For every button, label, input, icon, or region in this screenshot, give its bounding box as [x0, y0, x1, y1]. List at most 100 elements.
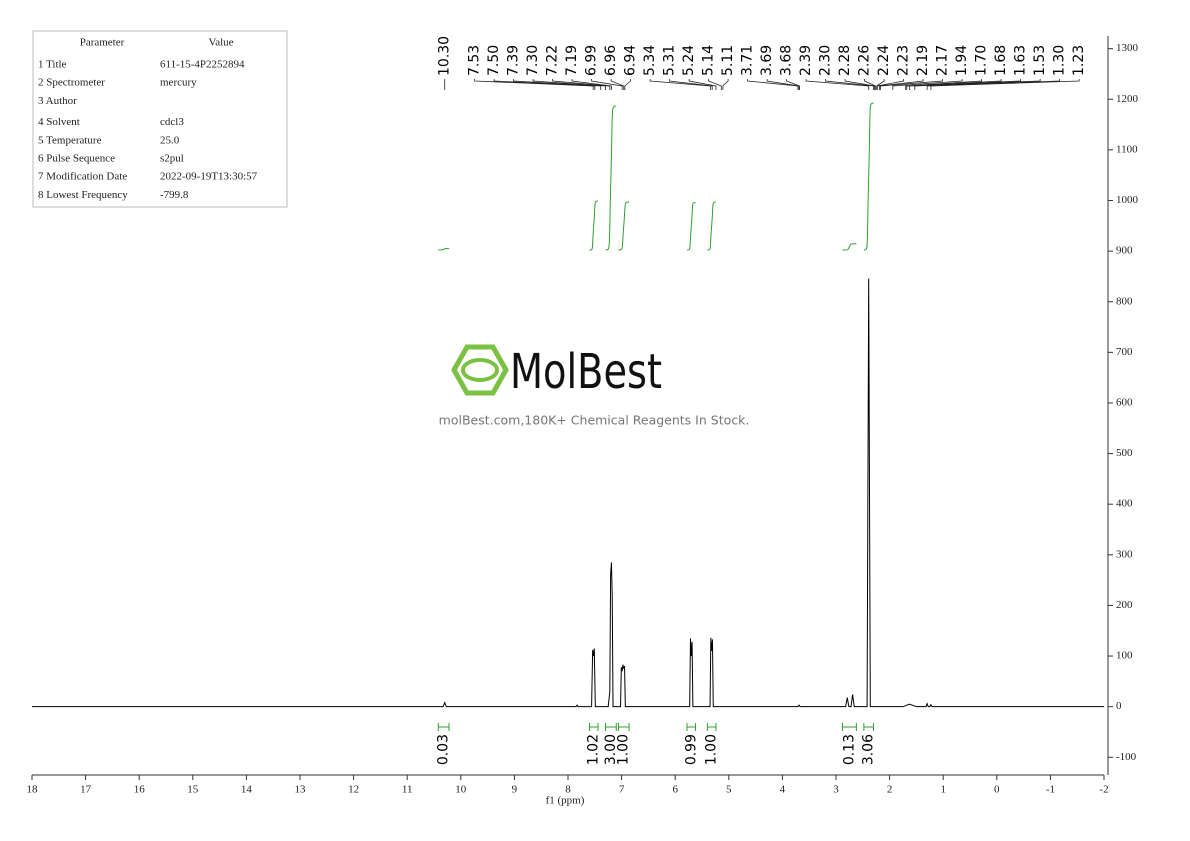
peak-connector	[876, 79, 885, 90]
x-axis-label: f1 (ppm)	[546, 795, 585, 807]
peak-connector	[905, 79, 983, 90]
logo-hexagon	[451, 344, 509, 396]
integral-curve	[863, 102, 874, 251]
x-tick-label: 11	[402, 784, 413, 796]
table-header: Parameter	[80, 37, 125, 49]
peak-connector	[649, 79, 711, 90]
x-tick-label: 5	[726, 784, 732, 796]
peak-label: 2.39	[798, 45, 814, 76]
param-value: -799.8	[160, 189, 189, 201]
peak-label: 5.11	[720, 45, 736, 76]
peak-label: 2.17	[935, 45, 951, 76]
peak-label: 2.26	[857, 45, 873, 76]
param-name: 5 Temperature	[38, 134, 102, 146]
peak-label: 5.24	[681, 45, 697, 76]
y-tick-label: 800	[1116, 295, 1133, 307]
peak-label: 2.23	[896, 45, 912, 76]
x-tick-label: 0	[994, 784, 1000, 796]
integral-bracket	[588, 723, 599, 731]
peak-connector	[708, 79, 722, 90]
param-value: mercury	[160, 77, 197, 89]
peak-label: 7.39	[506, 45, 522, 76]
logo-ring	[461, 358, 499, 382]
peak-label: 5.34	[642, 45, 658, 76]
integral-curve	[605, 105, 617, 251]
x-tick-label: 17	[80, 784, 92, 796]
peak-label: 6.94	[623, 45, 639, 76]
peak-label: 2.30	[818, 45, 834, 76]
peak-connector	[844, 79, 875, 90]
integral-label: 3.00	[603, 734, 619, 765]
y-tick-label: 100	[1116, 650, 1133, 662]
peak-label: 3.71	[740, 45, 756, 76]
integral-curve	[842, 243, 857, 251]
x-tick-label: 2	[887, 784, 893, 796]
spectrum	[32, 278, 1104, 708]
peak-connector	[747, 79, 799, 90]
y-tick-label: 1000	[1116, 194, 1139, 206]
peak-connector	[825, 79, 874, 90]
peak-connector	[571, 79, 612, 90]
x-tick-label: 18	[27, 784, 39, 796]
peak-label: 3.69	[759, 45, 775, 76]
peak-label: 1.53	[1032, 45, 1048, 76]
peak-label: 1.23	[1071, 45, 1087, 76]
y-tick-label: 1200	[1116, 93, 1139, 105]
integral-bracket	[686, 723, 697, 731]
integral-curve	[438, 248, 450, 251]
peak-connector	[909, 79, 1022, 90]
integral-bracket	[617, 723, 630, 731]
integral-label: 0.99	[683, 734, 699, 765]
param-value: s2pul	[160, 153, 184, 165]
peak-label: 3.68	[779, 45, 795, 76]
x-tick-label: 8	[565, 784, 571, 796]
y-tick-label: 900	[1116, 245, 1133, 257]
peak-connector	[624, 79, 632, 90]
peak-connector	[552, 79, 611, 90]
x-tick-label: 16	[134, 784, 146, 796]
x-tick-label: 3	[833, 784, 839, 796]
peak-connector	[513, 79, 602, 90]
peak-label: 5.14	[701, 45, 717, 76]
x-tick-label: 9	[512, 784, 518, 796]
integral-label: 0.03	[436, 734, 452, 765]
peak-label: 6.99	[584, 45, 600, 76]
param-name: 1 Title	[38, 59, 67, 71]
peak-connector	[766, 79, 800, 90]
param-value: 2022-09-19T13:30:57	[160, 171, 258, 183]
peak-label: 7.30	[525, 45, 541, 76]
peak-label: 5.31	[662, 45, 678, 76]
y-tick-label: 0	[1116, 700, 1122, 712]
param-name: 4 Solvent	[38, 116, 80, 128]
integral-bracket	[863, 723, 875, 731]
peak-connector	[669, 79, 713, 90]
peak-label: 1.30	[1052, 45, 1068, 76]
peak-label: 10.30	[437, 36, 453, 76]
x-tick-label: 7	[619, 784, 625, 796]
integral-bracket	[605, 723, 617, 731]
y-tick-label: -100	[1116, 751, 1137, 763]
parameter-table: Parameter Value 1 Title 611-15-4P2252894 2 S…	[32, 30, 288, 208]
peak-label: 7.22	[545, 45, 561, 76]
y-tick-label: 600	[1116, 397, 1133, 409]
y-tick-label: 200	[1116, 599, 1133, 611]
x-tick-label: 6	[672, 784, 678, 796]
peak-connector	[688, 79, 717, 90]
integral-label: 1.00	[704, 734, 720, 765]
y-tick-label: 400	[1116, 498, 1133, 510]
x-tick-label: 1	[940, 784, 946, 796]
x-tick-label: 10	[455, 784, 467, 796]
integral-bracket	[841, 723, 857, 731]
y-tick-label: 300	[1116, 548, 1133, 560]
peak-connector	[591, 79, 623, 90]
integral-curve	[589, 200, 599, 251]
x-tick-label: 13	[295, 784, 307, 796]
peak-label: 1.70	[974, 45, 990, 76]
peak-label: 2.24	[876, 45, 892, 76]
peak-connector	[786, 79, 800, 90]
peak-connector	[906, 79, 1002, 90]
x-tick-label: 14	[241, 784, 253, 796]
peak-connector	[610, 79, 625, 90]
param-value: cdcl3	[160, 116, 184, 128]
